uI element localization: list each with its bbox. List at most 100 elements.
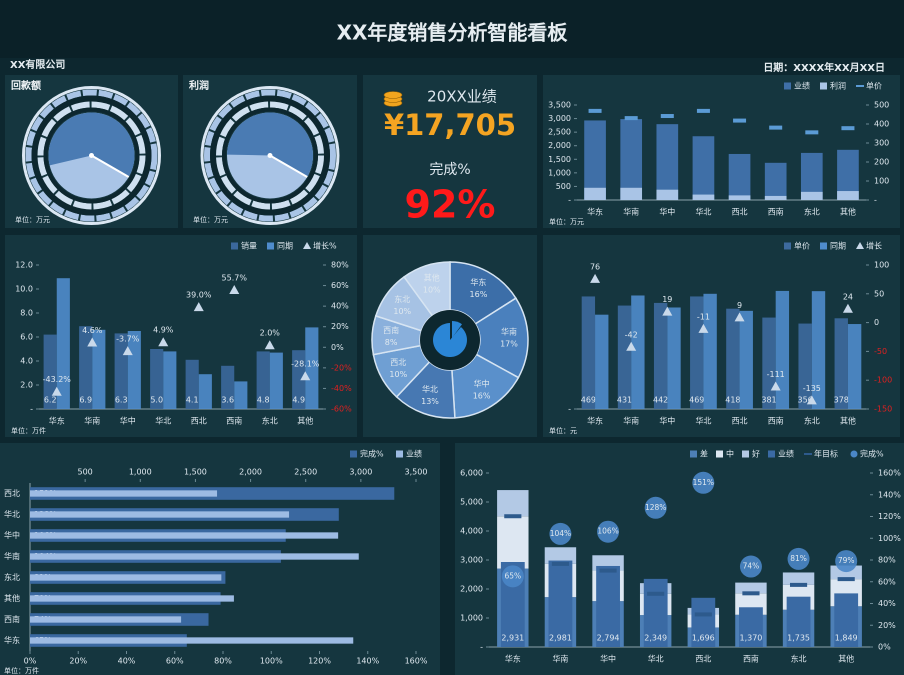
bar xyxy=(30,553,359,560)
y2-tick-label: 0% xyxy=(331,343,344,352)
circle-marker xyxy=(501,565,524,588)
unit-label: 单位：万元 xyxy=(193,215,228,224)
x-tick-label: 其他 xyxy=(297,416,313,426)
y2-tick-label: -150 xyxy=(874,405,892,414)
legend-icon xyxy=(768,450,775,458)
dash-marker xyxy=(696,108,710,113)
band xyxy=(497,516,529,569)
ring xyxy=(204,89,336,222)
y-tick-label: - xyxy=(568,196,571,205)
data-label: 431 xyxy=(617,396,632,405)
circle-marker xyxy=(644,496,667,519)
bar xyxy=(631,295,645,409)
triangle-marker xyxy=(193,302,204,312)
data-label: 76 xyxy=(590,262,600,271)
header-band xyxy=(0,0,904,58)
dash-marker xyxy=(660,114,674,119)
y-tick-label: 12.0 xyxy=(15,261,33,270)
x-tick-label: 西南 xyxy=(743,654,759,664)
data-label: 2,981 xyxy=(549,634,572,643)
unit-label: 单位：元 xyxy=(549,426,577,435)
bar xyxy=(30,511,290,518)
y-tick-label: 其他 xyxy=(4,593,20,603)
x-tick-label: 东北 xyxy=(262,416,278,426)
data-label: -42 xyxy=(625,330,638,339)
legend-label: 完成% xyxy=(860,449,884,459)
data-label: 4.9% xyxy=(153,326,174,335)
data-label: 469 xyxy=(581,396,596,405)
y2-tick-label: 200 xyxy=(874,158,889,167)
x2-tick-label: 60% xyxy=(166,657,184,666)
data-label: 4.8 xyxy=(257,396,270,405)
y2-tick-label: -100 xyxy=(874,376,892,385)
y2-tick-label: 160% xyxy=(878,469,901,478)
triangle-marker xyxy=(229,284,240,294)
bar xyxy=(691,597,716,647)
y-tick-label: 东北 xyxy=(4,572,20,582)
data-label: -135 xyxy=(803,384,821,393)
data-label: 2.0% xyxy=(260,329,281,338)
y-tick-label: 华中 xyxy=(4,530,20,540)
triangle-marker xyxy=(698,323,709,333)
legend-label: 完成% xyxy=(360,449,384,459)
circle-marker xyxy=(597,520,620,543)
y-tick-label: 华北 xyxy=(4,509,20,519)
y-tick-label: 4,000 xyxy=(460,527,483,536)
data-label: 1,735 xyxy=(787,634,810,643)
y-tick-label: 3,500 xyxy=(548,101,571,110)
triangle-marker xyxy=(626,341,637,351)
circle-marker xyxy=(787,547,810,570)
data-label: 19 xyxy=(662,295,672,304)
bar xyxy=(185,359,199,409)
bar xyxy=(56,278,70,409)
ring xyxy=(216,101,324,210)
y-tick-label: 6,000 xyxy=(460,469,483,478)
ring xyxy=(25,89,158,222)
triangle-marker xyxy=(662,306,673,316)
legend-icon xyxy=(350,450,357,458)
x-tick-label: 其他 xyxy=(838,654,854,664)
bar xyxy=(786,596,811,647)
gauge-needle xyxy=(269,154,308,178)
y2-tick-label: -50 xyxy=(874,347,887,356)
legend-icon xyxy=(784,82,791,90)
x2-tick-label: 120% xyxy=(308,657,331,666)
data-label: 128% xyxy=(645,503,666,512)
gauge-hub xyxy=(267,153,273,158)
data-label: -11 xyxy=(697,312,710,321)
y2-tick-label: 80% xyxy=(878,556,896,565)
data-label: 2,794 xyxy=(597,634,620,643)
legend-label: 同期 xyxy=(830,242,846,251)
legend-icon xyxy=(742,450,749,458)
triangle-marker xyxy=(264,340,275,350)
ring xyxy=(43,107,140,204)
legend-icon xyxy=(850,450,858,458)
y-tick-label: 西南 xyxy=(4,614,20,624)
legend-label: 业绩 xyxy=(778,449,794,459)
bar xyxy=(798,323,812,409)
legend-icon xyxy=(303,242,311,249)
bar xyxy=(800,152,823,200)
x-tick-label: 华北 xyxy=(695,416,711,426)
triangle-marker xyxy=(87,337,98,347)
y-tick-label: 华南 xyxy=(4,551,20,561)
data-label: 381 xyxy=(761,396,776,405)
y-tick-label: 3,000 xyxy=(548,114,571,123)
y2-tick-label: 0% xyxy=(878,643,891,652)
data-label: -43.2% xyxy=(43,375,72,384)
y-tick-label: 6.0 xyxy=(20,333,33,342)
data-label: 6.2 xyxy=(44,396,57,405)
y-tick-label: 华东 xyxy=(4,635,20,645)
x-tick-label: 西北 xyxy=(695,655,711,664)
y2-tick-label: -40% xyxy=(331,384,352,393)
dash-marker xyxy=(769,125,783,130)
dash-marker xyxy=(742,591,760,596)
y2-tick-label: 100% xyxy=(878,534,901,543)
x-tick-label: 东北 xyxy=(804,207,820,217)
data-label: 378 xyxy=(834,396,849,405)
y-tick-label: 4.0 xyxy=(20,357,33,366)
legend-label: 利润 xyxy=(830,81,846,91)
y2-tick-label: 0 xyxy=(874,318,879,327)
y-tick-label: 1,500 xyxy=(548,155,571,164)
